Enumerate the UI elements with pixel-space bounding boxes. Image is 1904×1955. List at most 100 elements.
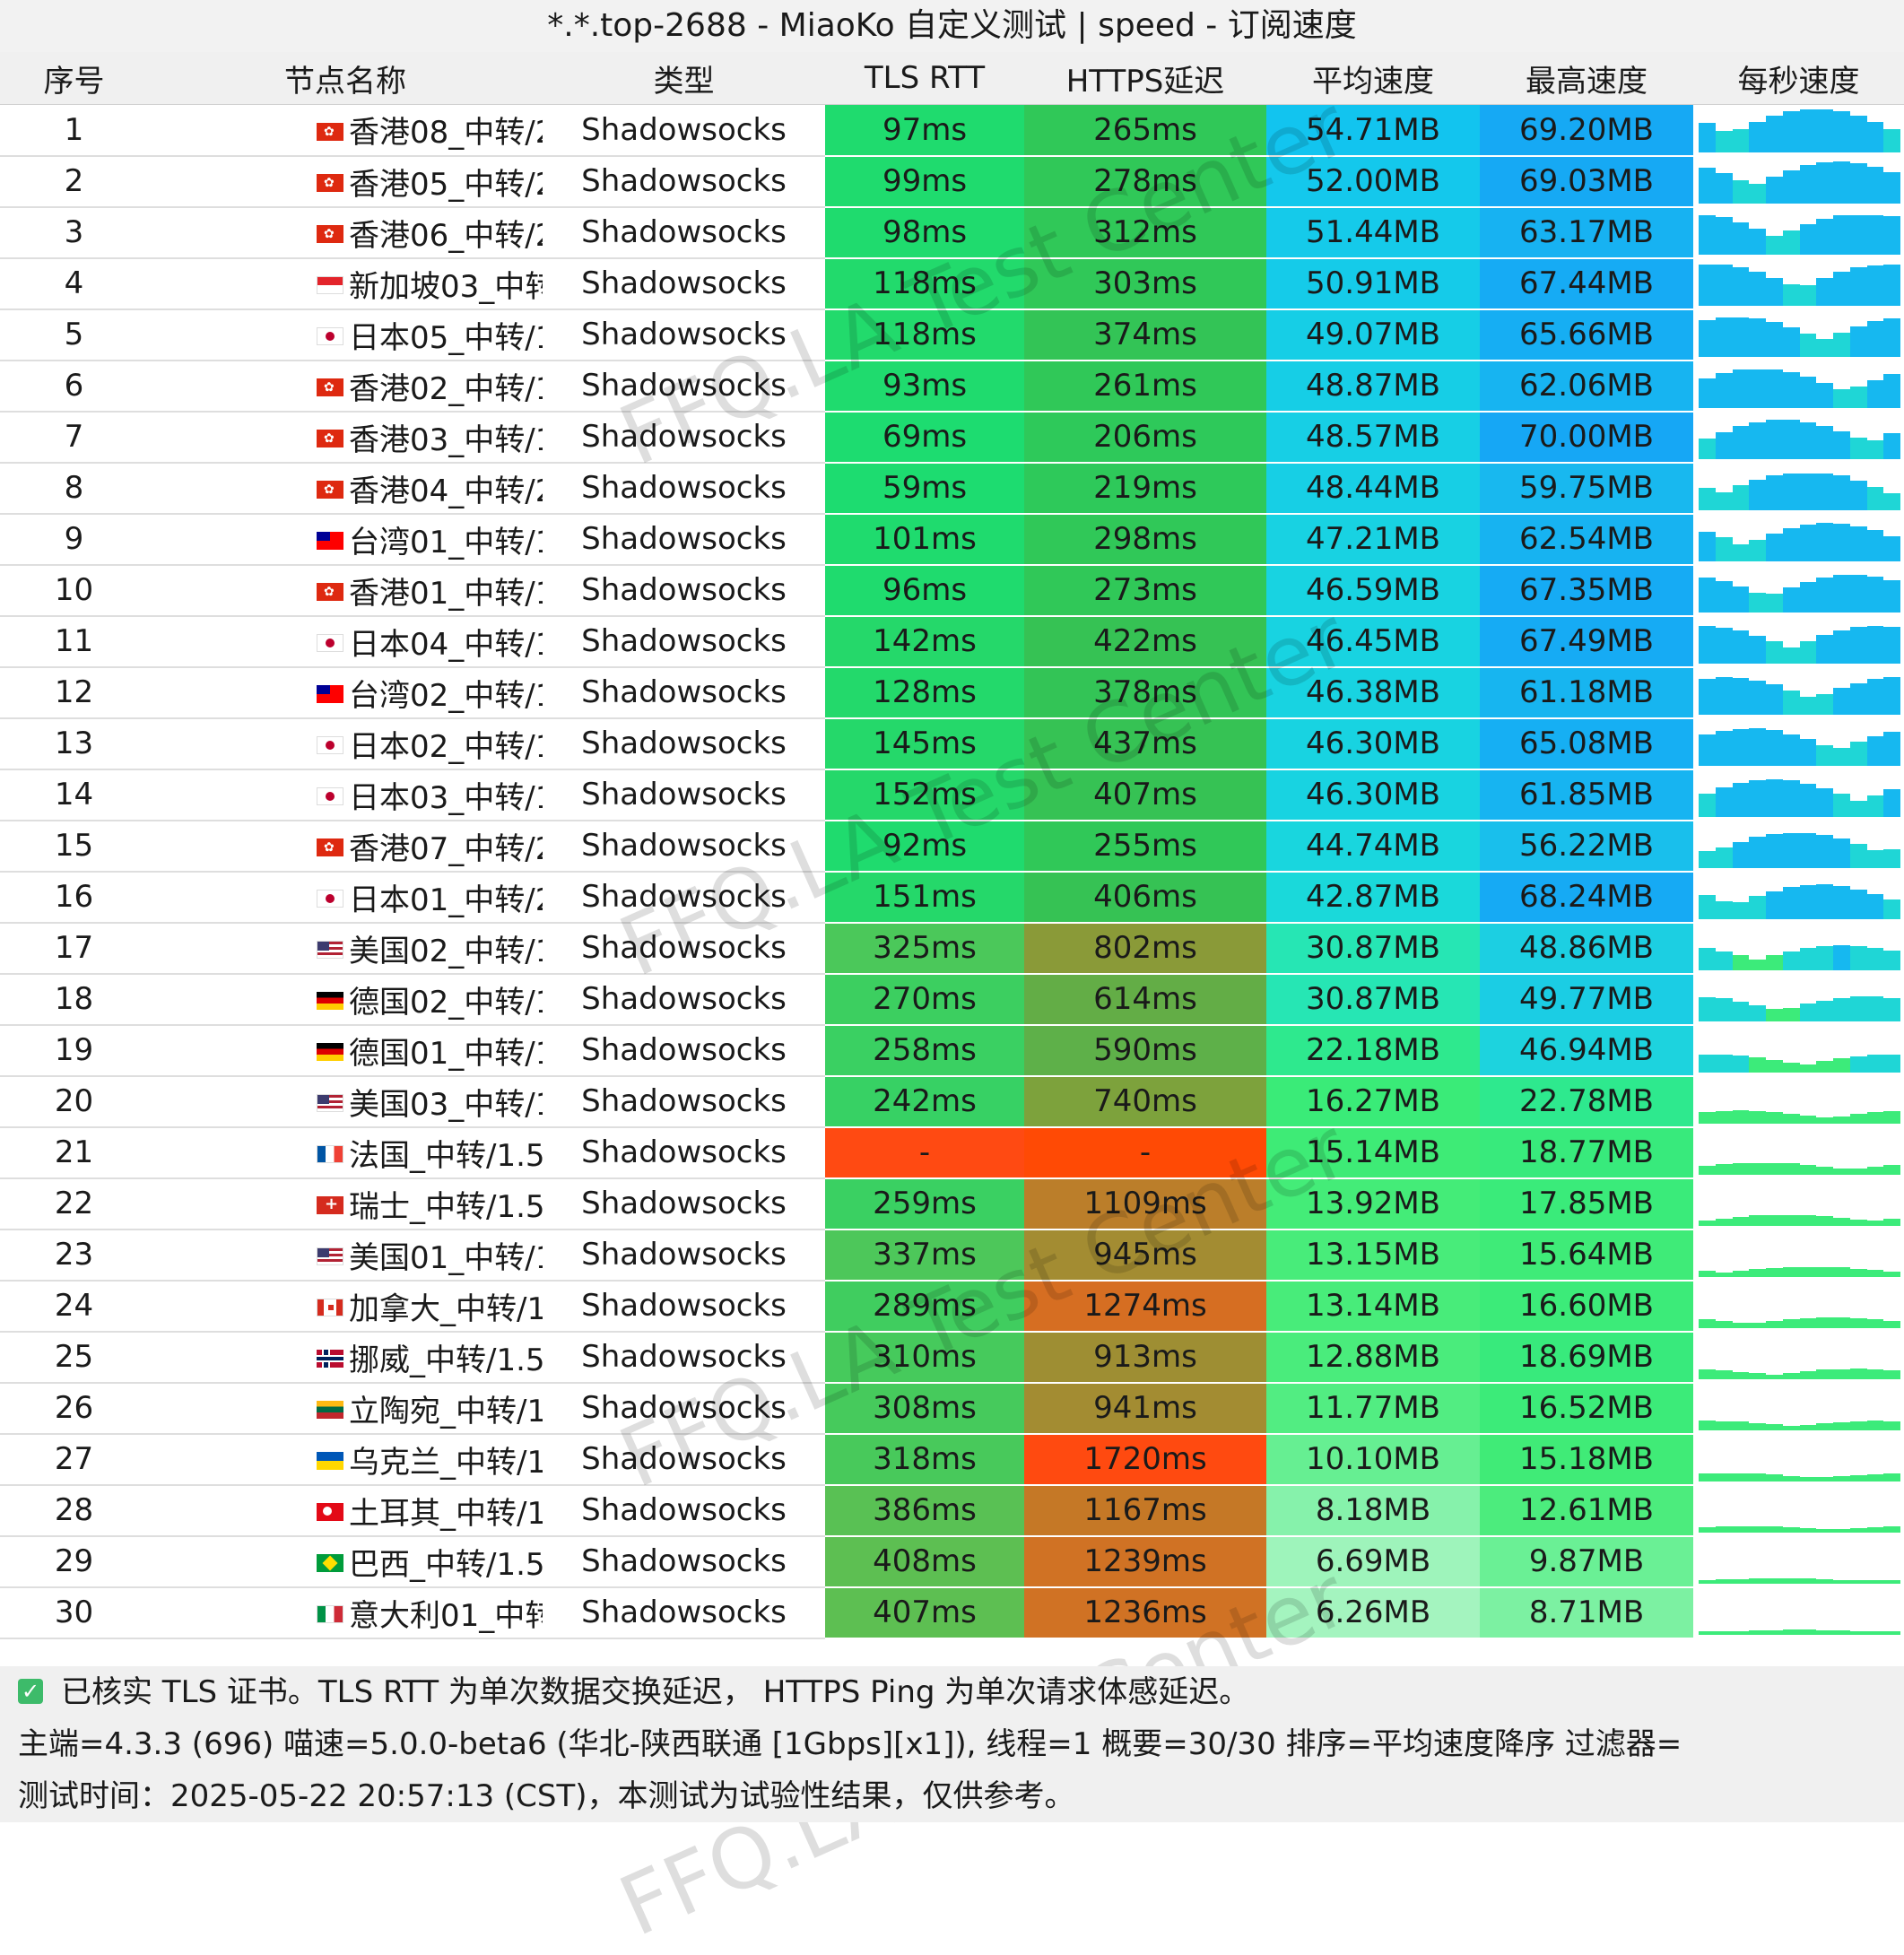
- sparkline-bar: [1866, 320, 1884, 357]
- sparkline-bar: [1699, 319, 1716, 357]
- sparkline-bar: [1883, 626, 1900, 664]
- node-name-text: 香港04_中转/2x: [349, 473, 543, 509]
- sparkline-bar: [1699, 438, 1716, 459]
- sparkline-bar: [1849, 800, 1867, 817]
- table-row[interactable]: 8 香港04_中转/2xShadowsocks59ms219ms48.44MB59…: [0, 462, 1904, 515]
- sparkline-bar: [1732, 1216, 1750, 1226]
- row-index: 16: [0, 871, 148, 924]
- row-max-speed: 9.87MB: [1480, 1535, 1693, 1588]
- sparkline-bar: [1883, 848, 1900, 868]
- sparkline-bar: [1816, 1578, 1833, 1584]
- sparkline-bar: [1799, 832, 1817, 868]
- table-row[interactable]: 16 日本01_中转/2xShadowsocks151ms406ms42.87MB…: [0, 871, 1904, 924]
- table-row[interactable]: 15 香港07_中转/2xShadowsocks92ms255ms44.74MB5…: [0, 820, 1904, 873]
- sparkline-bar: [1732, 484, 1750, 510]
- sparkline-bar: [1732, 1421, 1750, 1430]
- sparkline-bar: [1699, 1165, 1716, 1175]
- sparkline-bar: [1816, 161, 1833, 204]
- sparkline-bar: [1866, 1579, 1884, 1584]
- table-row[interactable]: 14 日本03_中转/1.5 xShadowsocks152ms407ms46.3…: [0, 769, 1904, 821]
- row-avg-speed: 11.77MB: [1266, 1382, 1480, 1435]
- header-avg-speed[interactable]: 平均速度: [1266, 52, 1480, 105]
- sparkline-bar: [1715, 1525, 1733, 1533]
- header-node-name[interactable]: 节点名称: [148, 52, 543, 105]
- sparkline-bar: [1699, 167, 1716, 204]
- sparkline-bar: [1799, 284, 1817, 306]
- table-row[interactable]: 22 瑞士_中转/1.5xShadowsocks259ms1109ms13.92M…: [0, 1177, 1904, 1230]
- table-row[interactable]: 19 德国01_中转/1.5 xShadowsocks258ms590ms22.1…: [0, 1024, 1904, 1077]
- table-row[interactable]: 9 台湾01_中转/1.5xShadowsocks101ms298ms47.21M…: [0, 513, 1904, 566]
- sparkline-bar: [1849, 574, 1867, 613]
- row-type: Shadowsocks: [543, 1024, 825, 1077]
- sparkline-bar: [1766, 533, 1783, 561]
- node-name-text: 美国01_中转/1.5x: [349, 1239, 543, 1276]
- table-row[interactable]: 7 香港03_中转/1.5xShadowsocks69ms206ms48.57MB…: [0, 411, 1904, 464]
- table-row[interactable]: 12 台湾02_中转/1.5xShadowsocks128ms378ms46.38…: [0, 666, 1904, 719]
- sparkline-bar: [1816, 522, 1833, 561]
- sparkline-bar: [1816, 1215, 1833, 1226]
- sparkline-bar: [1866, 1420, 1884, 1430]
- sparkline-bar: [1833, 332, 1850, 357]
- row-node-name: 日本04_中转/1.5 x: [148, 615, 543, 668]
- table-row[interactable]: 4 新加坡03_中转/1.5 xShadowsocks118ms303ms50.9…: [0, 257, 1904, 310]
- sparkline-bar: [1766, 778, 1783, 817]
- table-row[interactable]: 1 香港08_中转/2xShadowsocks97ms265ms54.71MB69…: [0, 104, 1904, 157]
- flag-de-icon: [317, 1043, 343, 1061]
- table-row[interactable]: 13 日本02_中转/1.5 xShadowsocks145ms437ms46.3…: [0, 717, 1904, 770]
- sparkline-bar: [1883, 950, 1900, 970]
- sparkline-bar: [1715, 676, 1733, 715]
- table-row[interactable]: 6 香港02_中转/1xShadowsocks93ms261ms48.87MB62…: [0, 360, 1904, 413]
- table-row[interactable]: 11 日本04_中转/1.5 xShadowsocks142ms422ms46.4…: [0, 615, 1904, 668]
- header-tls-rtt[interactable]: TLS RTT: [825, 52, 1024, 105]
- header-https-latency[interactable]: HTTPS延迟: [1024, 52, 1266, 105]
- row-https-latency: 422ms: [1024, 615, 1266, 668]
- table-row[interactable]: 21 法国_中转/1.5x Shadowsocks - -15.14MB 18.77MB: [0, 1126, 1904, 1179]
- header-index[interactable]: 序号: [0, 52, 148, 105]
- header-type[interactable]: 类型: [543, 52, 825, 105]
- flag-hk-icon: [317, 122, 343, 141]
- header-per-second-speed[interactable]: 每秒速度: [1693, 52, 1904, 105]
- sparkline-bar: [1699, 734, 1716, 766]
- sparkline-bar: [1883, 676, 1900, 715]
- sparkline-bar: [1766, 1320, 1783, 1328]
- sparkline-bar: [1816, 473, 1833, 510]
- table-row[interactable]: 30 意大利01_中转/1xShadowsocks407ms1236ms6.26M…: [0, 1586, 1904, 1639]
- sparkline-bar: [1749, 1322, 1766, 1328]
- sparkline-bar: [1816, 1117, 1833, 1124]
- table-row[interactable]: 29 巴西_中转/1.5x Shadowsocks 408ms 1239ms 6.69MB…: [0, 1535, 1904, 1588]
- table-row[interactable]: 26 立陶宛_中转/1.5xShadowsocks308ms941ms11.77M…: [0, 1382, 1904, 1435]
- sparkline-bar: [1699, 531, 1716, 561]
- row-max-speed: 62.06MB: [1480, 360, 1693, 413]
- sparkline-bar: [1782, 1162, 1800, 1175]
- row-https-latency: 913ms: [1024, 1331, 1266, 1384]
- sparkline-bar: [1866, 849, 1884, 868]
- row-tls-rtt: 408ms: [825, 1535, 1024, 1588]
- row-tls-rtt: 386ms: [825, 1484, 1024, 1537]
- table-row[interactable]: 2 香港05_中转/2xShadowsocks99ms278ms52.00MB69…: [0, 155, 1904, 208]
- table-row[interactable]: 25 挪威_中转/1.5x Shadowsocks 310ms 913ms 12.88MB…: [0, 1331, 1904, 1384]
- table-row[interactable]: 3 香港06_中转/2xShadowsocks98ms312ms51.44MB63…: [0, 206, 1904, 259]
- flag-lt-icon: [317, 1401, 343, 1419]
- sparkline-bar: [1782, 1577, 1800, 1584]
- sparkline-bar: [1883, 1630, 1900, 1635]
- sparkline-bar: [1866, 379, 1884, 408]
- row-type: Shadowsocks: [543, 717, 825, 770]
- sparkline-bar: [1849, 1168, 1867, 1175]
- table-row[interactable]: 10 香港01_中转/1xShadowsocks96ms273ms46.59MB6…: [0, 564, 1904, 617]
- table-row[interactable]: 28 土耳其_中转/1.5xShadowsocks386ms1167ms8.18M…: [0, 1484, 1904, 1537]
- table-row[interactable]: 20 美国03_中转/1xShadowsocks242ms740ms16.27MB…: [0, 1075, 1904, 1128]
- table-row[interactable]: 23 美国01_中转/1.5xShadowsocks337ms945ms13.15…: [0, 1229, 1904, 1282]
- table-row[interactable]: 17 美国02_中转/1.5xShadowsocks325ms802ms30.87…: [0, 922, 1904, 975]
- sparkline-bar: [1732, 1525, 1750, 1533]
- header-max-speed[interactable]: 最高速度: [1480, 52, 1693, 105]
- sparkline-bar: [1699, 1368, 1716, 1379]
- row-type: Shadowsocks: [543, 308, 825, 361]
- sparkline-bar: [1816, 1316, 1833, 1328]
- row-max-speed: 12.61MB: [1480, 1484, 1693, 1537]
- table-row[interactable]: 18 德国02_中转/1.5 xShadowsocks270ms614ms30.8…: [0, 973, 1904, 1026]
- sparkline-bar: [1715, 491, 1733, 510]
- table-row[interactable]: 24 加拿大_中转/1.5xShadowsocks289ms1274ms13.14…: [0, 1280, 1904, 1333]
- table-row[interactable]: 27 乌克兰_中转/1.5xShadowsocks318ms1720ms10.10…: [0, 1433, 1904, 1486]
- row-index: 12: [0, 666, 148, 719]
- table-row[interactable]: 5 日本05_中转/1xShadowsocks118ms374ms49.07MB6…: [0, 308, 1904, 361]
